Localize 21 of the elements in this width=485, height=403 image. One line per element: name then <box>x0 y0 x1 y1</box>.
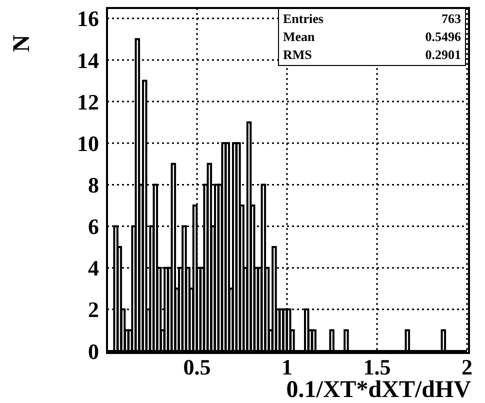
annotation: Mean <box>283 28 315 46</box>
y-tick-label: 4 <box>88 256 99 281</box>
annotation: 0.2901 <box>425 46 461 64</box>
y-tick-label: 0 <box>88 338 99 364</box>
y-axis-title: N <box>9 34 36 52</box>
y-tick-label: 14 <box>77 48 99 73</box>
y-tick-label: 2 <box>88 297 99 322</box>
annotation: 763 <box>442 10 461 28</box>
y-tick-label: 8 <box>88 172 99 198</box>
annotation: RMS <box>283 46 312 64</box>
annotation: 0.5496 <box>425 28 461 46</box>
x-tick-label: 0.5 <box>183 354 211 380</box>
x-axis-title: 0.1/XT*dXT/dHV <box>286 377 471 403</box>
x-tick-label: 1.5 <box>363 354 391 380</box>
y-tick-label: 16 <box>77 6 99 32</box>
x-tick-label: 1 <box>282 354 292 380</box>
annotation: Entries <box>283 10 324 28</box>
x-tick-label: 2 <box>462 354 472 380</box>
y-tick-label: 10 <box>77 130 99 156</box>
y-tick-label: 12 <box>77 89 99 114</box>
y-tick-label: 6 <box>88 214 99 240</box>
